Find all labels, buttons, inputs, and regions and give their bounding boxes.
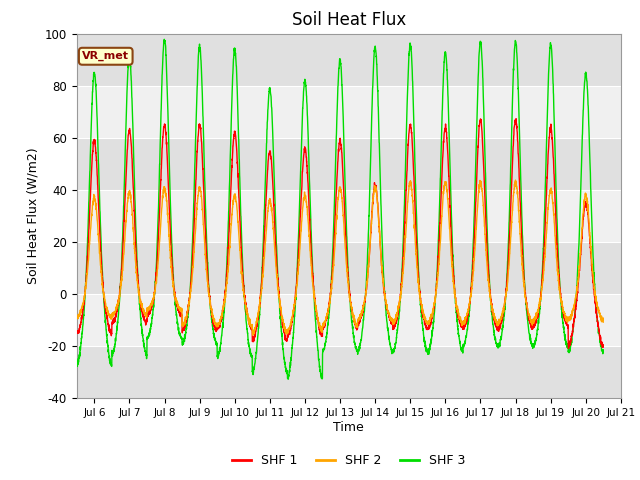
SHF 3	[161, 36, 168, 42]
SHF 3	[392, 342, 399, 348]
SHF 2	[73, 316, 81, 322]
Text: VR_met: VR_met	[82, 51, 129, 61]
SHF 1	[401, 231, 408, 237]
SHF 1	[220, 300, 228, 306]
Bar	[77, 138, 621, 190]
SHF 2	[401, 250, 408, 255]
SHF 3	[186, 294, 193, 300]
SHF 2	[599, 315, 607, 321]
SHF 1	[186, 296, 193, 301]
SHF 3	[220, 309, 228, 314]
Line: SHF 1: SHF 1	[77, 119, 604, 348]
SHF 1	[599, 343, 607, 348]
X-axis label: Time: Time	[333, 421, 364, 434]
Line: SHF 2: SHF 2	[77, 180, 604, 335]
SHF 2	[249, 332, 257, 338]
SHF 3	[401, 194, 408, 200]
Y-axis label: Soil Heat Flux (W/m2): Soil Heat Flux (W/m2)	[26, 148, 39, 284]
SHF 2	[550, 208, 557, 214]
SHF 3	[550, 92, 557, 97]
SHF 1	[600, 344, 607, 349]
SHF 2	[186, 297, 193, 303]
Bar	[77, 34, 621, 86]
Line: SHF 3: SHF 3	[77, 39, 604, 379]
Bar	[77, 242, 621, 294]
Bar	[77, 346, 621, 398]
SHF 1	[512, 116, 520, 121]
SHF 1	[391, 324, 399, 330]
SHF 2	[600, 319, 607, 325]
SHF 1	[550, 155, 557, 161]
Title: Soil Heat Flux: Soil Heat Flux	[292, 11, 406, 29]
SHF 2	[220, 302, 228, 308]
SHF 2	[511, 177, 519, 183]
SHF 2	[392, 317, 399, 323]
SHF 3	[73, 361, 81, 367]
SHF 1	[73, 330, 81, 336]
SHF 3	[284, 376, 292, 382]
Legend: SHF 1, SHF 2, SHF 3: SHF 1, SHF 2, SHF 3	[227, 449, 470, 472]
SHF 3	[599, 348, 607, 354]
SHF 1	[564, 346, 572, 351]
SHF 3	[600, 347, 607, 353]
